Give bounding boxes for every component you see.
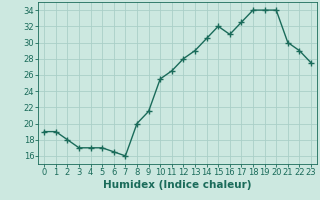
- X-axis label: Humidex (Indice chaleur): Humidex (Indice chaleur): [103, 180, 252, 190]
